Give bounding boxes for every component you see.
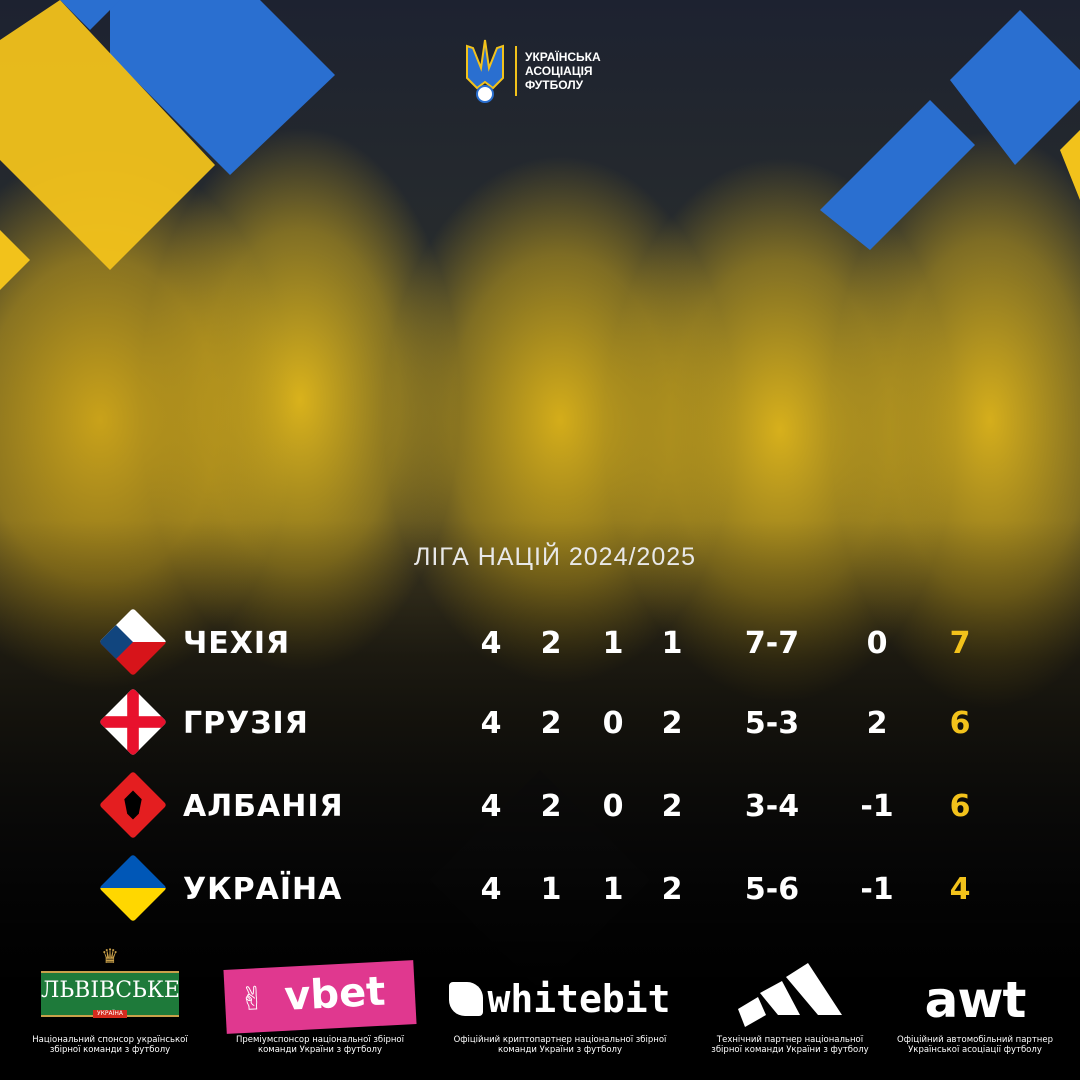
table-title: ЛІГА НАЦІЙ 2024/2025 bbox=[413, 543, 697, 571]
sponsor-vbet: ✌ vbet Преміумспонсор національної збірн… bbox=[220, 945, 420, 1055]
goal-diff: 2 bbox=[866, 706, 888, 741]
table-row: АЛБАНІЯ 4 2 0 2 3-4 -1 6 bbox=[0, 771, 1080, 839]
awt-logo-text: awt bbox=[924, 971, 1027, 1029]
vbet-logo-text: vbet bbox=[283, 968, 387, 1020]
team-name: АЛБАНІЯ bbox=[183, 789, 344, 824]
ukraine-flag-icon bbox=[99, 854, 167, 922]
sponsor-adidas: adidas Технічний партнер національноїзбі… bbox=[700, 945, 880, 1055]
played: 4 bbox=[480, 789, 502, 824]
logo-divider bbox=[515, 46, 517, 96]
sponsor-caption: Національний спонсор української bbox=[32, 1035, 188, 1045]
played: 4 bbox=[480, 872, 502, 907]
sponsor-lvivske: ♛ ЛЬВІВСЬКЕ УКРАЇНА Національний спонсор… bbox=[20, 944, 200, 1055]
sponsor-caption: Офіційний криптопартнер національної збі… bbox=[453, 1035, 667, 1045]
played: 4 bbox=[480, 626, 502, 661]
org-name-line: АСОЦІАЦІЯ bbox=[525, 64, 593, 78]
lvivske-logo-sub: УКРАЇНА bbox=[92, 1010, 128, 1018]
sponsor-awt: awt Офіційний автомобільний партнер Украї… bbox=[885, 945, 1065, 1055]
table-row: УКРАЇНА 4 1 1 2 5-6 -1 4 bbox=[0, 854, 1080, 922]
table-row: ГРУЗІЯ 4 2 0 2 5-3 2 6 bbox=[0, 688, 1080, 756]
goals: 3-4 bbox=[744, 789, 800, 824]
victory-hand-icon: ✌ bbox=[238, 978, 267, 1019]
played: 4 bbox=[480, 706, 502, 741]
czechia-flag-icon bbox=[99, 608, 167, 676]
team-name: УКРАЇНА bbox=[183, 872, 343, 907]
adidas-logo-icon bbox=[738, 963, 842, 1027]
lost: 2 bbox=[661, 789, 683, 824]
won: 1 bbox=[540, 872, 562, 907]
org-name-line: УКРАЇНСЬКА bbox=[525, 50, 601, 64]
points: 6 bbox=[949, 789, 971, 824]
lost: 2 bbox=[661, 706, 683, 741]
sponsor-whitebit: whitebit Офіційний криптопартнер націона… bbox=[440, 945, 680, 1055]
points: 7 bbox=[949, 626, 971, 661]
drawn: 1 bbox=[602, 626, 624, 661]
bottom-gradient bbox=[0, 520, 1080, 1080]
drawn: 0 bbox=[602, 706, 624, 741]
lvivske-logo-text: ЛЬВІВСЬКЕ bbox=[41, 978, 180, 1003]
table-row: ЧЕХІЯ 4 2 1 1 7-7 0 7 bbox=[0, 608, 1080, 676]
goals: 5-6 bbox=[744, 872, 800, 907]
won: 2 bbox=[540, 706, 562, 741]
goals: 5-3 bbox=[744, 706, 800, 741]
sponsor-caption: Преміумспонсор національної збірної bbox=[236, 1035, 404, 1045]
sponsor-caption: Технічний партнер національної bbox=[716, 1035, 864, 1045]
sponsor-caption: збірної команди України з футболу bbox=[711, 1045, 869, 1055]
points: 6 bbox=[949, 706, 971, 741]
won: 2 bbox=[540, 789, 562, 824]
goal-diff: -1 bbox=[860, 872, 894, 907]
whitebit-logo-text: whitebit bbox=[487, 977, 671, 1021]
points: 4 bbox=[949, 872, 971, 907]
albania-flag-icon bbox=[99, 771, 167, 839]
goal-diff: 0 bbox=[866, 626, 888, 661]
sponsor-caption: команди України з футболу bbox=[257, 1045, 383, 1055]
sponsors-bar: ♛ ЛЬВІВСЬКЕ УКРАЇНА Національний спонсор… bbox=[0, 945, 1080, 1080]
lost: 2 bbox=[661, 872, 683, 907]
drawn: 0 bbox=[602, 789, 624, 824]
sponsor-caption: збірної команди з футболу bbox=[49, 1045, 171, 1055]
lost: 1 bbox=[661, 626, 683, 661]
whitebit-icon bbox=[449, 982, 484, 1016]
sponsor-caption: команди України з футболу bbox=[497, 1045, 623, 1055]
uaf-logo: УКРАЇНСЬКА АСОЦІАЦІЯ ФУТБОЛУ bbox=[463, 38, 601, 104]
georgia-flag-icon bbox=[99, 688, 167, 756]
sponsor-caption: Української асоціації футболу bbox=[908, 1045, 1042, 1055]
drawn: 1 bbox=[602, 872, 624, 907]
sponsor-caption: Офіційний автомобільний партнер bbox=[897, 1035, 1053, 1045]
goal-diff: -1 bbox=[860, 789, 894, 824]
won: 2 bbox=[540, 626, 562, 661]
tryzub-icon bbox=[466, 39, 504, 103]
team-name: ГРУЗІЯ bbox=[183, 706, 309, 741]
goals: 7-7 bbox=[744, 626, 800, 661]
org-name-line: ФУТБОЛУ bbox=[525, 78, 584, 92]
crown-icon: ♛ bbox=[101, 944, 119, 968]
team-name: ЧЕХІЯ bbox=[183, 626, 291, 661]
